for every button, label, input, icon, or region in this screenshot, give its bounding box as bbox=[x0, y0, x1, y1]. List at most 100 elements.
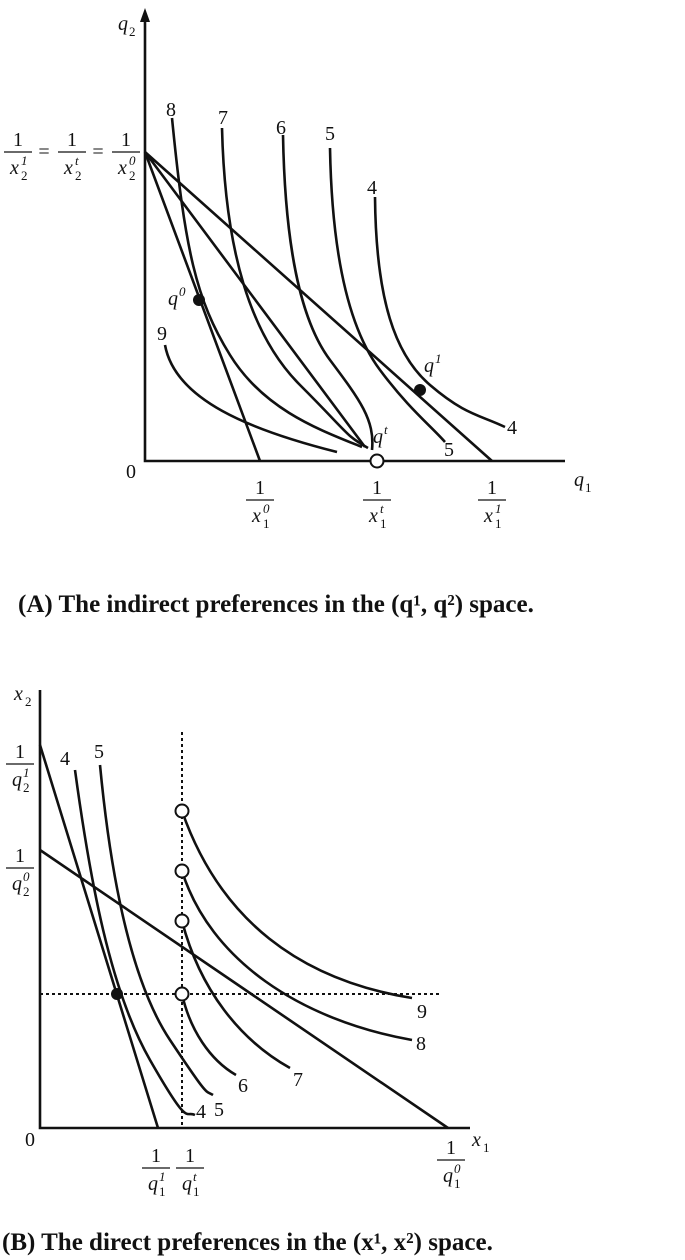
curve-label: 5 bbox=[444, 439, 454, 461]
x-tick-num: 1 bbox=[185, 1145, 195, 1167]
x-tick-sub: 1 bbox=[263, 516, 270, 531]
intercept: x bbox=[9, 157, 19, 179]
axes bbox=[143, 18, 565, 463]
x-tick-sup: t bbox=[380, 501, 384, 516]
x-tick-sup: 1 bbox=[159, 1169, 166, 1184]
panel-b bbox=[38, 690, 470, 1130]
axis-label-sub: 1 bbox=[483, 1140, 490, 1155]
curve bbox=[180, 810, 413, 1000]
curve bbox=[73, 769, 196, 1117]
x-tick: x bbox=[368, 505, 378, 527]
point-label-sup: t bbox=[384, 422, 388, 437]
curve bbox=[180, 920, 291, 1070]
y-tick: q bbox=[12, 873, 22, 895]
panel-a bbox=[140, 8, 565, 469]
curve-label: 8 bbox=[166, 99, 176, 121]
curve-label: 9 bbox=[157, 323, 167, 345]
point bbox=[174, 803, 190, 819]
x-tick-sup: 1 bbox=[495, 501, 502, 516]
axes bbox=[38, 690, 470, 1130]
x-tick-sup: t bbox=[193, 1169, 197, 1184]
x-tick-num: 1 bbox=[487, 477, 497, 499]
curve-label: 5 bbox=[94, 741, 104, 763]
curve-label: 4 bbox=[507, 417, 517, 439]
point bbox=[174, 986, 190, 1002]
budget-lines bbox=[38, 744, 449, 1130]
curve-label: 5 bbox=[325, 123, 335, 145]
curve bbox=[180, 993, 237, 1077]
point-label-sup: 1 bbox=[435, 351, 442, 366]
y-tick-num: 1 bbox=[15, 845, 25, 867]
curve bbox=[98, 764, 214, 1097]
curve-label: 4 bbox=[60, 748, 70, 770]
point-label: q bbox=[168, 288, 178, 310]
caption: (A) The indirect preferences in the (q¹,… bbox=[18, 591, 534, 618]
intercept-sup: 0 bbox=[129, 153, 136, 168]
axis-label-sub: 2 bbox=[129, 24, 136, 39]
x-tick-num: 1 bbox=[151, 1145, 161, 1167]
y-tick-sup: 1 bbox=[23, 765, 30, 780]
intercept: x bbox=[117, 157, 127, 179]
curve-label: 6 bbox=[238, 1075, 248, 1097]
origin: 0 bbox=[126, 461, 136, 483]
curve bbox=[328, 147, 446, 443]
equals: = bbox=[38, 141, 49, 163]
y-tick-sup: 0 bbox=[23, 869, 30, 884]
caption: (B) The direct preferences in the (x¹, x… bbox=[2, 1229, 493, 1256]
axis-label-sub: 1 bbox=[585, 480, 592, 495]
curve-label: 5 bbox=[214, 1099, 224, 1121]
point-label-sup: 0 bbox=[179, 284, 186, 299]
point bbox=[369, 453, 385, 469]
curve-label: 7 bbox=[218, 107, 228, 129]
intercept-num: 1 bbox=[13, 129, 23, 151]
y-tick-sub: 2 bbox=[23, 780, 30, 795]
curve bbox=[170, 117, 363, 449]
axis-label: x bbox=[471, 1129, 481, 1151]
x-tick-sub: 1 bbox=[495, 516, 502, 531]
curve-label: 9 bbox=[417, 1001, 427, 1023]
point-label: q bbox=[424, 355, 434, 377]
arrow bbox=[140, 8, 150, 22]
y-tick-sub: 2 bbox=[23, 884, 30, 899]
x-tick-sub: 1 bbox=[380, 516, 387, 531]
curve-label: 4 bbox=[367, 177, 377, 199]
x-tick-num: 1 bbox=[372, 477, 382, 499]
x-tick-sub: 1 bbox=[454, 1176, 461, 1191]
curve bbox=[180, 870, 413, 1042]
guide-lines bbox=[40, 732, 440, 1128]
x-tick: q bbox=[148, 1173, 158, 1195]
x-tick-sup: 0 bbox=[454, 1161, 461, 1176]
intercept-sub: 2 bbox=[21, 168, 28, 183]
intercept-sup: 1 bbox=[21, 153, 28, 168]
point bbox=[174, 863, 190, 879]
equals: = bbox=[92, 141, 103, 163]
curve-label: 4 bbox=[196, 1101, 206, 1123]
curve-label: 6 bbox=[276, 117, 286, 139]
x-tick: q bbox=[182, 1173, 192, 1195]
x-tick-sub: 1 bbox=[159, 1184, 166, 1199]
curve-label: 7 bbox=[293, 1069, 303, 1091]
origin: 0 bbox=[25, 1129, 35, 1151]
intercept-num: 1 bbox=[121, 129, 131, 151]
axis-label: x bbox=[13, 683, 23, 705]
intercept-num: 1 bbox=[67, 129, 77, 151]
x-tick: q bbox=[443, 1165, 453, 1187]
axis-label: q bbox=[574, 469, 584, 491]
point bbox=[174, 913, 190, 929]
curve bbox=[373, 196, 506, 429]
point bbox=[414, 384, 426, 396]
curve bbox=[163, 344, 338, 454]
curve bbox=[220, 127, 369, 450]
intercept-sub: 2 bbox=[129, 168, 136, 183]
budget-lines bbox=[143, 151, 493, 462]
y-tick: q bbox=[12, 769, 22, 791]
curve-label: 8 bbox=[416, 1033, 426, 1055]
point bbox=[111, 988, 123, 1000]
intercept: x bbox=[63, 157, 73, 179]
y-tick-num: 1 bbox=[15, 741, 25, 763]
x-tick-num: 1 bbox=[446, 1137, 456, 1159]
intercept-sub: 2 bbox=[75, 168, 82, 183]
axis-label-sub: 2 bbox=[25, 694, 32, 709]
x-tick: x bbox=[483, 505, 493, 527]
